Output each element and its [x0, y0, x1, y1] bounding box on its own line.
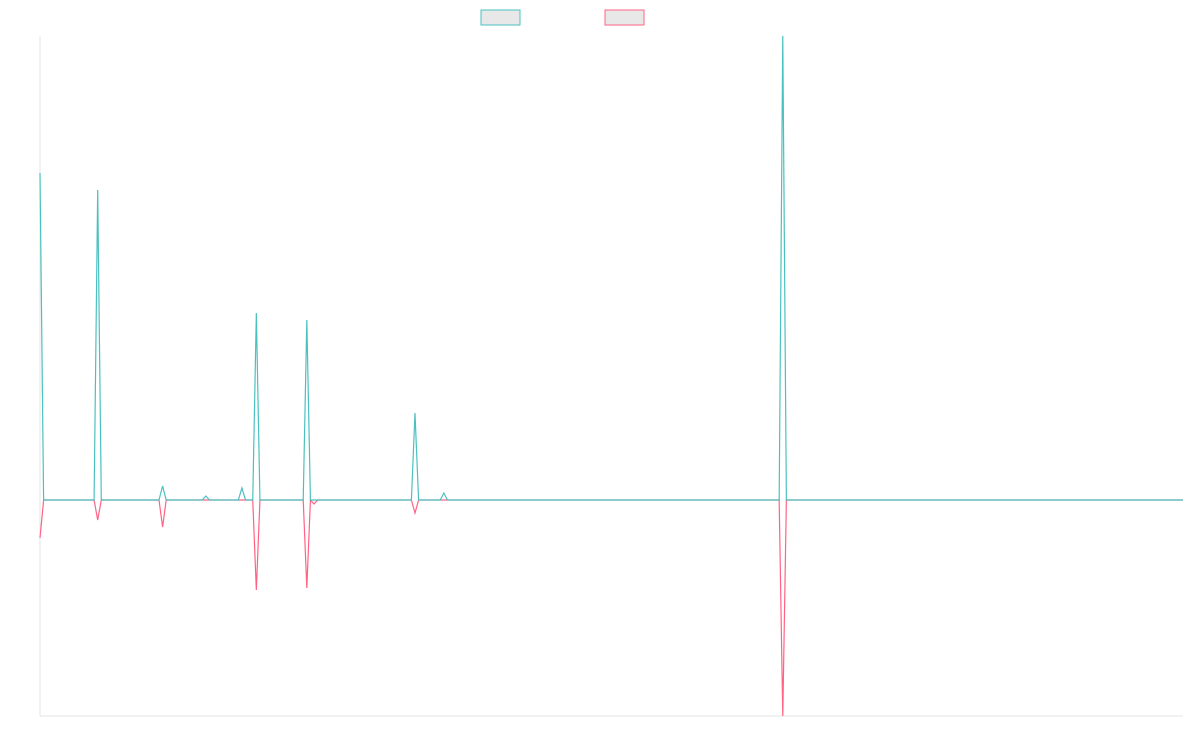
legend-swatch[interactable]	[604, 9, 645, 26]
legend-swatch[interactable]	[480, 9, 521, 26]
series-line	[39, 35, 1183, 501]
series-line	[39, 498, 1183, 717]
